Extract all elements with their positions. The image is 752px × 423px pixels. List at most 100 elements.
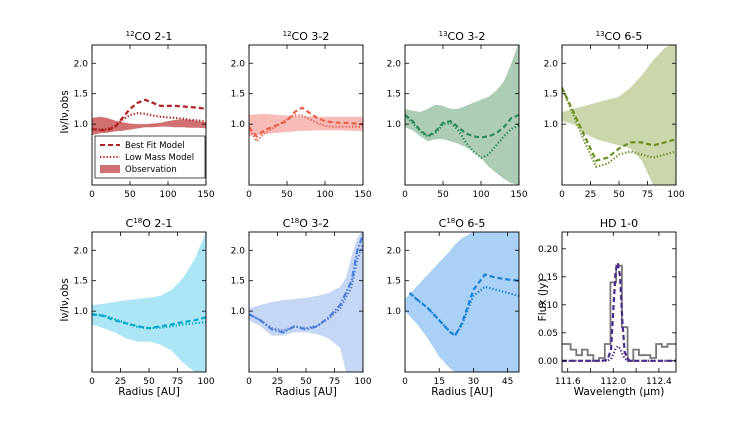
y-tick-label: 0.20 xyxy=(538,245,558,255)
legend-observation-swatch xyxy=(100,165,120,173)
observation-band xyxy=(562,45,676,185)
x-tick-label: 50 xyxy=(143,377,155,387)
observation-band xyxy=(405,232,519,372)
x-tick-label: 0 xyxy=(89,377,95,387)
plot-area xyxy=(562,262,676,362)
x-tick-label: 112.4 xyxy=(646,377,672,387)
axes-frame xyxy=(404,44,520,186)
observation-line xyxy=(562,264,676,362)
x-tick-label: 75 xyxy=(172,377,183,387)
y-tick-label: 1.5 xyxy=(231,90,245,100)
y-tick-label: 1.0 xyxy=(231,307,246,317)
axes-frame xyxy=(404,231,520,373)
x-tick-label: 100 xyxy=(667,190,684,200)
x-tick-label: 100 xyxy=(354,377,371,387)
panel-1: 0 50 100 150 1.0 1.5 2.0 12CO 2-1 xyxy=(74,30,215,200)
plot-area xyxy=(92,232,206,372)
legend-label: Observation xyxy=(125,165,177,175)
x-tick-label: 0 xyxy=(402,377,408,387)
panel-title: 13CO 6-5 xyxy=(596,30,643,43)
x-tick-label: 100 xyxy=(316,190,333,200)
x-tick-label: 100 xyxy=(472,190,489,200)
plot-area xyxy=(562,45,676,185)
panel-8: 111.6 112.0 112.4 0.00 0.05 0.10 0.15 0.20 HD 1-… xyxy=(538,217,677,387)
x-tick-label: 0 xyxy=(402,190,408,200)
legend-label: Best Fit Model xyxy=(125,141,185,151)
y-tick-label: 1.0 xyxy=(74,307,89,317)
observation-band xyxy=(249,232,363,372)
x-tick-label: 0 xyxy=(246,377,252,387)
xlabel-radius-3: Radius [AU] xyxy=(431,386,493,398)
y-tick-label: 1.5 xyxy=(231,277,245,287)
x-tick-label: 50 xyxy=(124,190,136,200)
best-fit-model-line xyxy=(249,234,363,334)
x-tick-label: 112.0 xyxy=(600,377,626,387)
y-tick-label: 2.0 xyxy=(231,246,246,256)
panel-title: 12CO 2-1 xyxy=(126,30,173,43)
x-tick-label: 30 xyxy=(468,377,480,387)
x-tick-label: 100 xyxy=(197,377,214,387)
axes-frame xyxy=(91,44,207,186)
x-tick-label: 0 xyxy=(246,190,252,200)
y-tick-label: 2.0 xyxy=(544,59,559,69)
panel-2: 0 50 100 150 1.0 1.5 2.0 12CO 3-2 xyxy=(231,30,372,200)
xlabel-radius-1: Radius [AU] xyxy=(118,386,180,398)
panel-title: C18O 3-2 xyxy=(283,217,330,230)
observation-band xyxy=(92,232,206,372)
y-tick-label: 1.5 xyxy=(74,90,88,100)
x-tick-label: 50 xyxy=(613,190,625,200)
panel-5: 0 25 50 75 100 1.0 1.5 2.0 C18O 2-1 xyxy=(74,217,215,387)
plot-area xyxy=(405,232,519,372)
axes-frame xyxy=(561,231,677,373)
plot-area xyxy=(92,98,206,136)
y-tick-label: 1.0 xyxy=(231,120,246,130)
y-tick-label: 2.0 xyxy=(74,59,89,69)
x-tick-label: 100 xyxy=(159,190,176,200)
x-tick-label: 25 xyxy=(272,377,283,387)
plot-area xyxy=(249,232,363,372)
best-fit-model-line xyxy=(408,273,519,338)
y-tick-label: 1.0 xyxy=(387,120,402,130)
x-tick-label: 50 xyxy=(281,190,293,200)
panel-6: 0 25 50 75 100 1.0 1.5 2.0 C18O 3-2 xyxy=(231,217,372,387)
y-tick-label: 0.10 xyxy=(538,301,558,311)
legend: Best Fit Model Low Mass Model Observation xyxy=(94,135,206,179)
legend-label: Low Mass Model xyxy=(125,153,194,163)
x-tick-label: 150 xyxy=(510,190,527,200)
y-tick-label: 2.0 xyxy=(231,59,246,69)
low-mass-model-line xyxy=(562,344,676,362)
xlabel-radius-2: Radius [AU] xyxy=(275,386,337,398)
panel-3: 0 50 100 150 1.0 1.5 2.0 13CO 3-2 xyxy=(387,30,528,200)
ylabel-row-2: Iν/Iν,obs xyxy=(59,278,71,321)
x-tick-label: 45 xyxy=(502,377,513,387)
ylabel-flux: Flux (Jy) xyxy=(537,279,549,322)
y-tick-label: 1.5 xyxy=(544,90,558,100)
x-tick-label: 50 xyxy=(437,190,449,200)
panels-group: 0 50 100 150 1.0 1.5 2.0 12CO 2-1 0 50 100 150 1.0 1.… xyxy=(74,30,685,387)
observation-band xyxy=(405,45,519,185)
observation-band xyxy=(249,113,363,137)
plot-area xyxy=(405,45,519,185)
x-tick-label: 0 xyxy=(559,190,565,200)
y-tick-label: 2.0 xyxy=(387,59,402,69)
best-fit-model-line xyxy=(562,262,676,362)
panel-title: 13CO 3-2 xyxy=(439,30,486,43)
observation-band xyxy=(92,116,206,136)
y-tick-label: 1.0 xyxy=(387,307,402,317)
best-fit-model-line xyxy=(92,98,206,132)
y-tick-label: 1.5 xyxy=(74,277,88,287)
y-tick-label: 1.0 xyxy=(74,120,89,130)
low-mass-model-line xyxy=(92,112,206,131)
y-tick-label: 0.05 xyxy=(538,329,558,339)
y-tick-label: 0.15 xyxy=(538,273,558,283)
best-fit-model-line xyxy=(562,87,676,163)
panel-7: 0 15 30 45 1.0 1.5 2.0 C18O 6-5 xyxy=(387,217,520,387)
ylabel-row-1: Iν/Iν,obs xyxy=(59,90,71,133)
x-tick-label: 150 xyxy=(197,190,214,200)
low-mass-model-line xyxy=(562,87,676,168)
axes-frame xyxy=(248,44,364,186)
panel-title: 12CO 3-2 xyxy=(283,30,330,43)
y-tick-label: 2.0 xyxy=(74,246,89,256)
y-tick-label: 1.5 xyxy=(387,90,401,100)
